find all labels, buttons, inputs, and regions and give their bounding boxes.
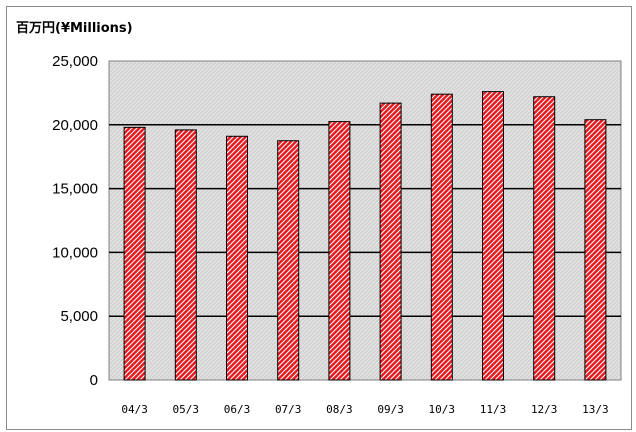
bar-12-3: [533, 96, 556, 381]
x-tick-label: 12/3: [531, 403, 558, 416]
x-tick-label: 09/3: [377, 403, 404, 416]
bars: [123, 91, 607, 381]
y-tick-label: 10,000: [52, 244, 98, 261]
bar-06-3: [226, 135, 248, 381]
x-tick-label: 10/3: [429, 403, 456, 416]
bar-09-3: [379, 102, 402, 381]
x-tick-label: 08/3: [326, 403, 353, 416]
y-tick-label: 0: [90, 372, 98, 389]
x-tick-label: 07/3: [275, 403, 302, 416]
bar-10-3: [430, 93, 453, 381]
y-tick-label: 15,000: [52, 181, 98, 198]
y-tick-label: 20,000: [52, 117, 98, 134]
x-tick-label: 11/3: [480, 403, 507, 416]
bar-05-3: [174, 129, 197, 381]
x-tick-label: 05/3: [173, 403, 200, 416]
y-tick-label: 5,000: [60, 308, 98, 325]
bar-13-3: [584, 119, 607, 381]
bar-07-3: [277, 140, 300, 381]
bar-11-3: [482, 91, 504, 381]
x-tick-label: 06/3: [224, 403, 251, 416]
x-tick-label: 13/3: [582, 403, 609, 416]
bar-04-3: [123, 126, 146, 381]
y-axis-ticks: 0 5,000 10,000 15,000 20,000 25,000: [52, 53, 98, 389]
bar-08-3: [328, 121, 351, 381]
x-axis-ticks: 04/3 05/3 06/3 07/3 08/3 09/3 10/3 11/3 12/3 13/3: [121, 403, 608, 416]
y-tick-label: 25,000: [52, 53, 98, 70]
x-tick-label: 04/3: [121, 403, 148, 416]
y-unit-label: 百万円(¥Millions): [16, 21, 133, 36]
